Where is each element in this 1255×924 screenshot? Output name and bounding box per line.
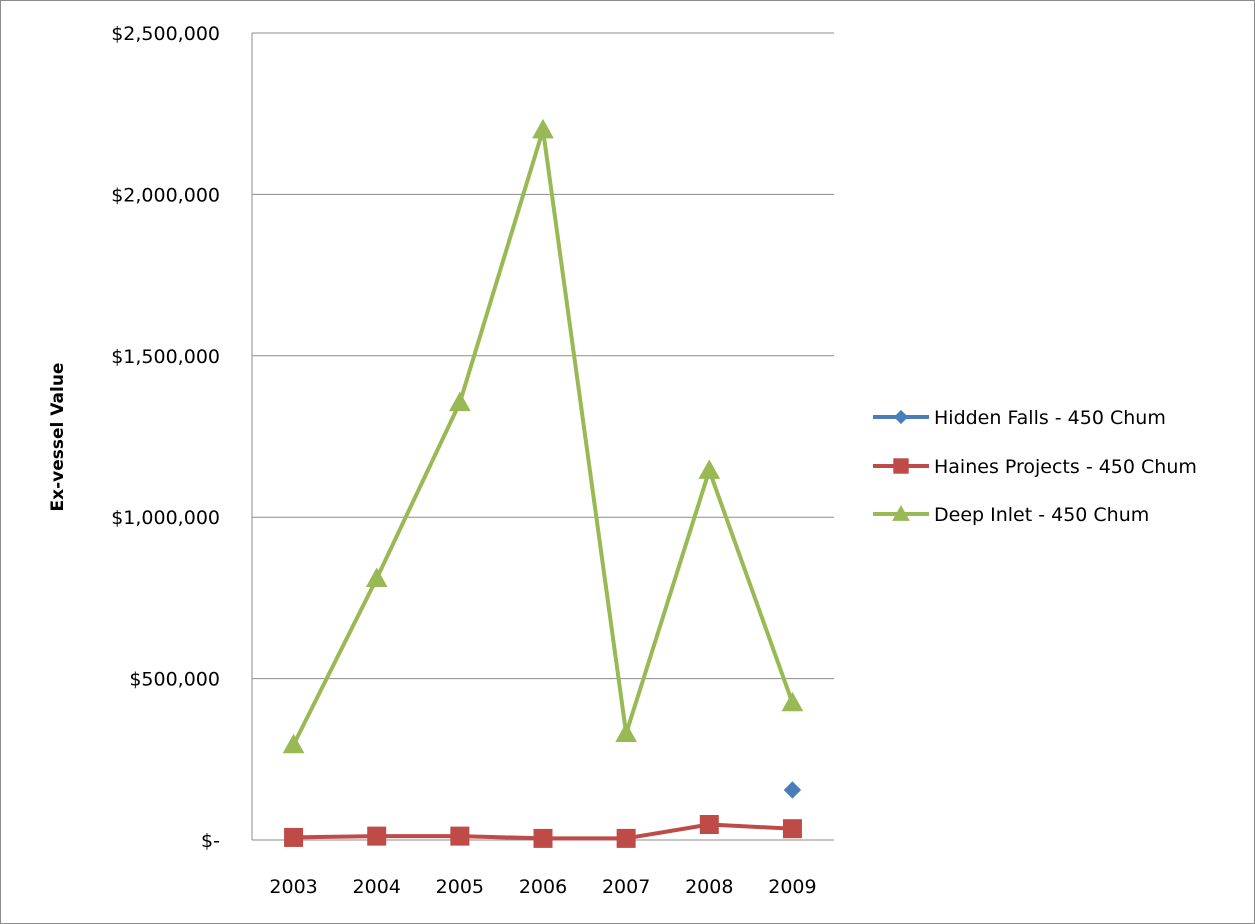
triangle-marker — [449, 391, 471, 412]
square-marker — [782, 819, 802, 839]
x-tick-label: 2005 — [436, 876, 484, 898]
series-triangle — [282, 118, 804, 754]
series-line — [291, 127, 795, 746]
x-axis-ticks: 2003 2004 2005 2006 2007 2008 2009 — [269, 876, 816, 898]
triangle-marker — [365, 567, 388, 588]
diamond-marker — [893, 409, 909, 425]
square-marker — [699, 815, 719, 835]
triangle-marker — [282, 733, 305, 754]
gridlines — [251, 32, 834, 841]
y-tick-label: $2,500,000 — [111, 23, 220, 45]
square-marker — [616, 828, 636, 848]
diamond-marker — [783, 781, 802, 799]
x-tick-label: 2004 — [353, 876, 401, 898]
legend-item: Hidden Falls - 450 Chum — [873, 407, 1166, 429]
triangle-marker — [532, 118, 554, 139]
square-marker — [367, 826, 387, 846]
triangle-marker — [781, 691, 804, 712]
y-axis-ticks: $- $500,000 $1,000,000 $1,500,000 $2,000,000… — [111, 23, 220, 852]
series-diamond — [783, 781, 802, 799]
x-tick-label: 2003 — [269, 876, 317, 898]
y-tick-label: $1,500,000 — [111, 346, 220, 368]
y-tick-label: $500,000 — [129, 669, 220, 691]
legend-label: Hidden Falls - 450 Chum — [934, 407, 1166, 429]
series-square — [284, 815, 802, 848]
square-marker — [284, 827, 304, 847]
legend-item: Deep Inlet - 450 Chum — [873, 504, 1149, 526]
triangle-marker — [698, 459, 721, 479]
square-marker — [533, 828, 553, 848]
square-marker — [450, 826, 470, 846]
y-axis-label: Ex-vessel Value — [48, 363, 68, 512]
square-marker — [893, 458, 909, 474]
triangle-marker — [615, 722, 637, 742]
legend-item: Haines Projects - 450 Chum — [873, 456, 1197, 478]
series-group — [282, 118, 804, 848]
triangle-marker — [892, 504, 910, 521]
x-tick-label: 2008 — [685, 876, 733, 898]
y-tick-label: $1,000,000 — [111, 507, 220, 529]
legend-label: Deep Inlet - 450 Chum — [934, 504, 1149, 526]
x-tick-label: 2007 — [602, 876, 650, 898]
y-tick-label: $- — [201, 830, 220, 852]
x-tick-label: 2009 — [768, 876, 816, 898]
legend: Hidden Falls - 450 Chum Haines Projects -… — [873, 407, 1197, 526]
y-tick-label: $2,000,000 — [111, 184, 220, 206]
x-tick-label: 2006 — [519, 876, 567, 898]
legend-label: Haines Projects - 450 Chum — [934, 456, 1197, 478]
